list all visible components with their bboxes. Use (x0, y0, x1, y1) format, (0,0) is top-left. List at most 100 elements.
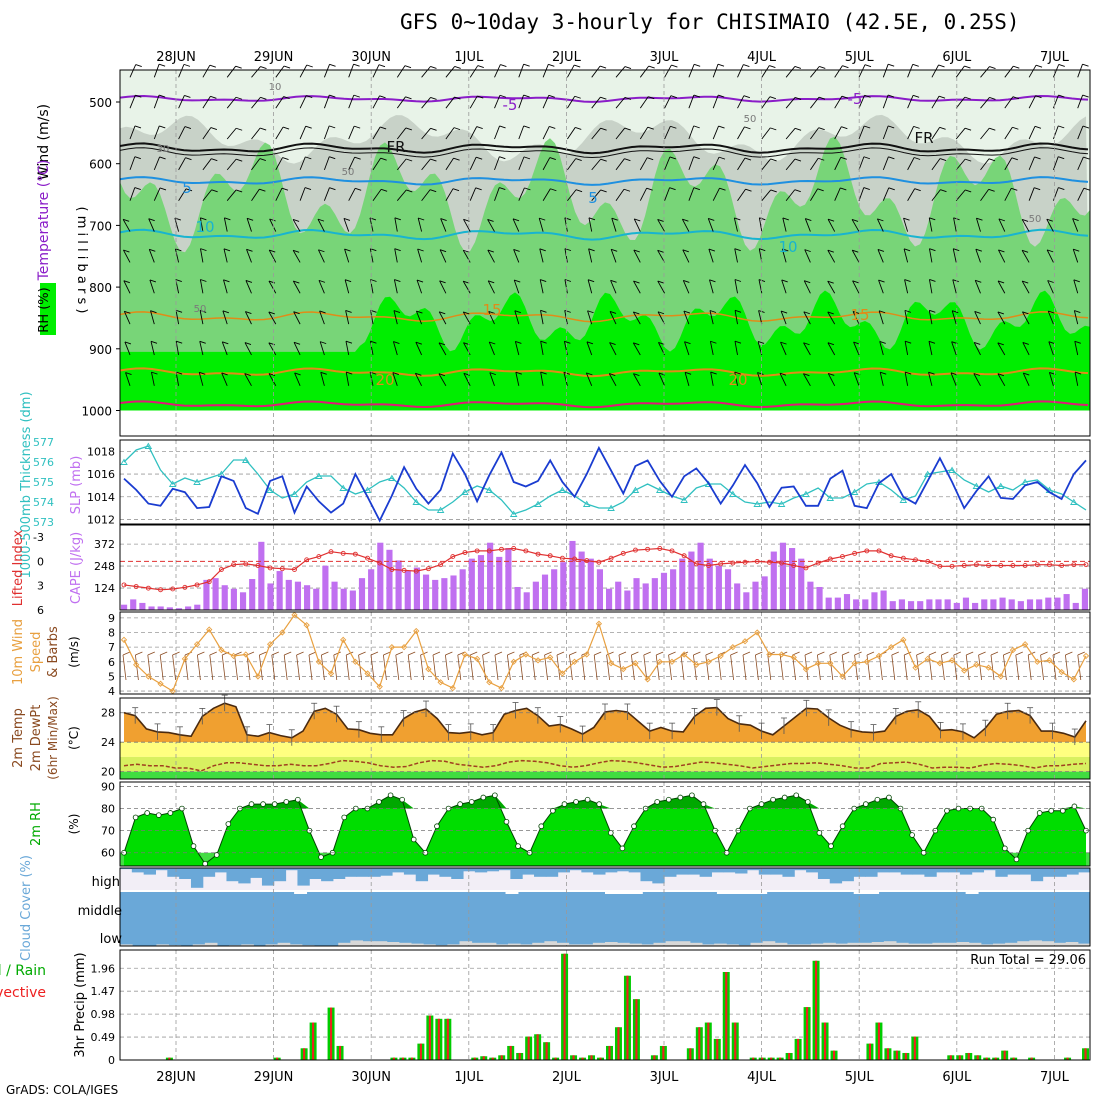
wind-speed-point (510, 658, 517, 665)
wind-barb (929, 279, 933, 294)
isotherm-minus5 (119, 94, 1089, 103)
wind-tick-label: 4 (108, 685, 115, 698)
wind-barb-10m (978, 654, 982, 681)
wind-barb-flag (452, 188, 460, 192)
low-cloud-bar (883, 941, 897, 946)
wind-barb-flag (743, 95, 751, 99)
wind-barb (858, 125, 865, 140)
wind-speed-point (827, 660, 834, 667)
wind-speed-point (571, 658, 578, 665)
li-point (779, 560, 785, 566)
rh-point (167, 810, 174, 816)
wind-barb (129, 95, 136, 109)
wind-barb-flag (223, 248, 231, 252)
wind-barb (997, 311, 1006, 325)
li-point (182, 584, 188, 590)
cape-bar (907, 601, 915, 610)
wind-barb (421, 66, 431, 78)
wind-barb-flag (416, 310, 423, 314)
li-point (158, 587, 163, 593)
cape-bar (651, 578, 658, 610)
li-point (304, 557, 310, 563)
wind-barb (879, 341, 884, 356)
wind-barb-flag (803, 373, 810, 377)
high-cloud-bar (1066, 868, 1079, 875)
high-cloud-bar (1007, 868, 1020, 875)
wind-barb (150, 341, 155, 356)
wind-barb-flag (380, 157, 387, 161)
wind-barb (904, 371, 909, 386)
wind-barb-flag (235, 189, 243, 193)
wind-barb (588, 248, 593, 263)
wind-unit-label: (m/s) (67, 636, 81, 667)
wind-barb (124, 341, 131, 356)
wind-barb-flag (1058, 125, 1065, 129)
wind-barb (1072, 249, 1079, 263)
wind-speed-point (936, 660, 944, 667)
wind-barb (542, 95, 550, 109)
thickness-point (631, 486, 640, 493)
middle-cloud-gap (754, 892, 768, 894)
wind-barb (1022, 372, 1030, 387)
high-cloud-bar (640, 868, 653, 882)
wind-barb (416, 279, 423, 294)
thickness-point (996, 482, 1005, 489)
wind-barb (178, 126, 186, 140)
wind-barb-flag (523, 156, 531, 160)
cape-bar (981, 599, 988, 610)
low-cloud-bar (617, 942, 630, 946)
wind-barb-flag (693, 187, 701, 191)
precip-convective-bar (482, 1056, 485, 1060)
wind-barb-flag (318, 249, 325, 253)
wind-barb-flag (305, 156, 312, 160)
rh-point (828, 843, 834, 849)
cape-bar (569, 540, 576, 610)
wind-barb-flag (415, 341, 422, 345)
cape-bar (322, 565, 329, 610)
wind-barb-flag (669, 156, 677, 160)
cape-bar (660, 572, 668, 610)
wind-barb-flag (319, 310, 326, 314)
wind-barb (785, 189, 796, 201)
cloud-middle-label: middle (78, 904, 122, 919)
precip-convective-bar (410, 1057, 413, 1060)
wind-barb-flag (913, 125, 920, 129)
li-point (730, 560, 736, 566)
wind-barb-flag (609, 342, 616, 345)
cape-bar (1045, 597, 1052, 610)
date-label-top: 3JUL (650, 50, 680, 65)
high-cloud-bar (285, 868, 298, 871)
low-cloud-bar (762, 941, 776, 946)
high-cloud-bar (403, 868, 417, 875)
wind-barb (369, 248, 374, 263)
wind-barb-flag (819, 66, 826, 69)
wind-barb-10m (507, 654, 511, 681)
wind-barb-10m (779, 654, 784, 681)
cape-tick-label: 372 (94, 538, 115, 551)
li-point (267, 565, 273, 571)
wind-barb-flag (293, 341, 301, 345)
precip-convective-bar (1003, 1050, 1006, 1060)
wind-speed-point (522, 651, 529, 658)
wind-barb-flag (745, 188, 752, 192)
wind-barb-flag (320, 341, 327, 345)
low-cloud-bar (871, 942, 885, 946)
wind-barb (275, 187, 283, 201)
low-cloud-bar (338, 942, 351, 946)
wind-barb (876, 218, 884, 232)
wind-speed-point (754, 629, 761, 636)
wind-speed-point (1058, 668, 1065, 676)
wind-barb-10m-flag (842, 651, 850, 656)
high-cloud-bar (463, 868, 476, 872)
low-cloud-bar (386, 942, 400, 946)
wind-barb (514, 310, 520, 325)
wind-barb (591, 127, 601, 140)
wind-barb-10m-flag (643, 651, 651, 656)
wind-barb-10m-flag (829, 651, 837, 656)
thickness-point (266, 486, 274, 493)
wind-barb-flag (539, 248, 546, 252)
wind-barb (323, 187, 330, 201)
date-label-top: 4JUL (747, 50, 777, 65)
cape-bar (551, 569, 558, 610)
wind-barb-flag (246, 248, 253, 252)
